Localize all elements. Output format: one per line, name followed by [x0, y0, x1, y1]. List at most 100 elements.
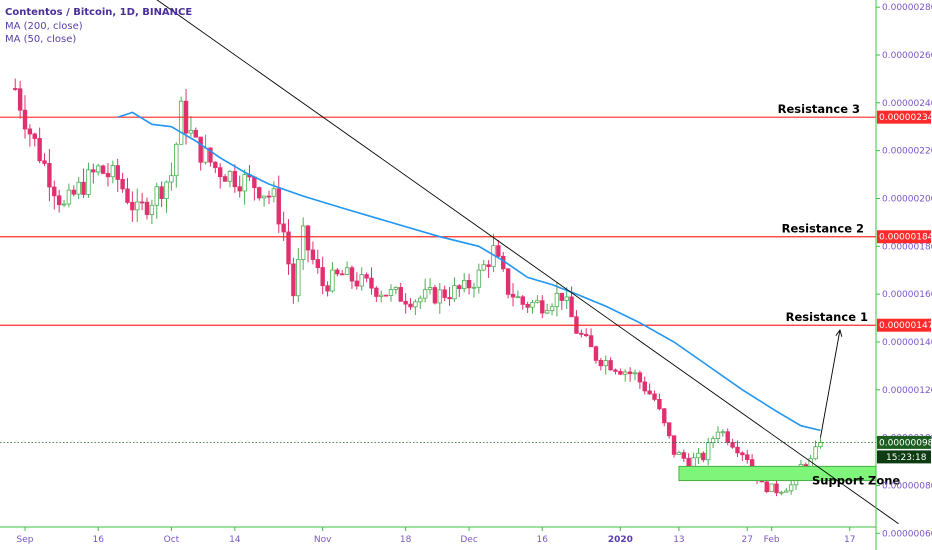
- candle-body: [369, 277, 374, 289]
- candle: [681, 449, 686, 462]
- candle-body: [501, 255, 506, 270]
- price-tick-label: 0.00000120: [882, 386, 932, 396]
- candle: [125, 178, 130, 205]
- candle-body: [481, 264, 486, 271]
- candle-body: [188, 129, 194, 134]
- candle-body: [388, 289, 394, 296]
- candle-body: [42, 160, 47, 164]
- ma-50-label[interactable]: MA (50, close): [5, 34, 77, 45]
- candle: [476, 263, 482, 294]
- price-tick-label: 0.00000060: [882, 529, 932, 539]
- resistance-price-tag: 0.00000234: [879, 113, 932, 123]
- candle: [627, 367, 633, 382]
- candle-body: [91, 169, 96, 173]
- candle: [188, 116, 194, 137]
- candle-body: [354, 280, 360, 287]
- candle: [544, 303, 550, 315]
- price-axis[interactable]: 0.000000600.000000800.000001000.00000120…: [875, 0, 932, 550]
- candle-body: [135, 201, 140, 211]
- candle-body: [261, 195, 267, 199]
- candle-body: [505, 268, 511, 295]
- candle: [408, 298, 413, 310]
- candle-body: [286, 231, 291, 265]
- candle: [676, 450, 682, 455]
- candle-body: [217, 167, 223, 178]
- candle-body: [320, 267, 325, 287]
- candle: [735, 440, 740, 458]
- candle-body: [735, 446, 740, 454]
- candle: [608, 357, 613, 371]
- ma-200-label[interactable]: MA (200, close): [5, 20, 83, 32]
- candle: [452, 277, 457, 302]
- candle-body: [242, 174, 247, 192]
- candle: [369, 267, 374, 295]
- candle-body: [52, 186, 57, 197]
- candle-body: [203, 147, 208, 163]
- candle: [584, 328, 589, 338]
- chart-legend: Contentos / Bitcoin, 1D, BINANCE MA (200…: [5, 6, 192, 47]
- candle-body: [588, 335, 594, 348]
- ma-line: [117, 111, 821, 432]
- candle: [696, 447, 701, 464]
- candle-body: [540, 300, 545, 314]
- candle-body: [66, 189, 72, 205]
- candle: [213, 161, 218, 174]
- current-price-tag-bg: [877, 435, 931, 449]
- candle: [257, 186, 262, 201]
- candle-body: [125, 188, 130, 203]
- candle: [471, 282, 477, 298]
- candle: [110, 160, 116, 184]
- candle-body: [237, 186, 242, 192]
- candle: [442, 285, 447, 302]
- candle: [252, 175, 257, 201]
- candle-body: [471, 286, 477, 289]
- candle-body: [227, 171, 233, 182]
- candle-body: [13, 88, 18, 90]
- candle: [139, 192, 145, 211]
- candle: [193, 127, 198, 138]
- candle-body: [608, 360, 613, 371]
- candle-body: [461, 280, 467, 290]
- candle: [100, 164, 106, 175]
- candle-body: [398, 287, 403, 302]
- candle: [671, 435, 677, 458]
- candle: [637, 370, 643, 389]
- candle-body: [144, 201, 150, 215]
- candle-body: [627, 371, 633, 375]
- candle-body: [788, 484, 794, 492]
- symbol-title[interactable]: Contentos / Bitcoin, 1D, BINANCE: [5, 7, 193, 18]
- candle-body: [437, 289, 442, 304]
- candle-body: [315, 259, 320, 268]
- candle-body: [530, 302, 535, 308]
- candle-body: [193, 129, 198, 138]
- candle: [37, 127, 42, 164]
- candle-body: [120, 179, 125, 190]
- candle: [491, 233, 496, 273]
- candle-body: [257, 187, 262, 199]
- candle: [174, 142, 179, 188]
- candle-body: [764, 481, 769, 492]
- candle-body: [61, 203, 67, 206]
- time-tick-label: Nov: [314, 535, 332, 545]
- candle: [261, 195, 267, 207]
- candle: [535, 295, 540, 304]
- candle-body: [81, 181, 86, 195]
- candle: [398, 282, 403, 302]
- time-axis[interactable]: Sep 16 Oct 14 Nov 18 Dec 16 2020 13 27 Feb 17: [0, 526, 876, 545]
- candle-body: [32, 133, 37, 139]
- candle-body: [579, 332, 584, 335]
- candle-body: [681, 452, 686, 459]
- candle: [788, 480, 794, 495]
- candle-body: [510, 293, 516, 298]
- candle-body: [535, 300, 540, 303]
- candle: [164, 180, 169, 213]
- candle: [115, 158, 120, 192]
- candle: [530, 299, 535, 314]
- candle-body: [671, 435, 677, 455]
- candle-body: [676, 452, 682, 455]
- candle-body: [442, 289, 447, 298]
- candle-body: [335, 269, 340, 275]
- candle: [706, 437, 711, 466]
- candle: [769, 483, 774, 492]
